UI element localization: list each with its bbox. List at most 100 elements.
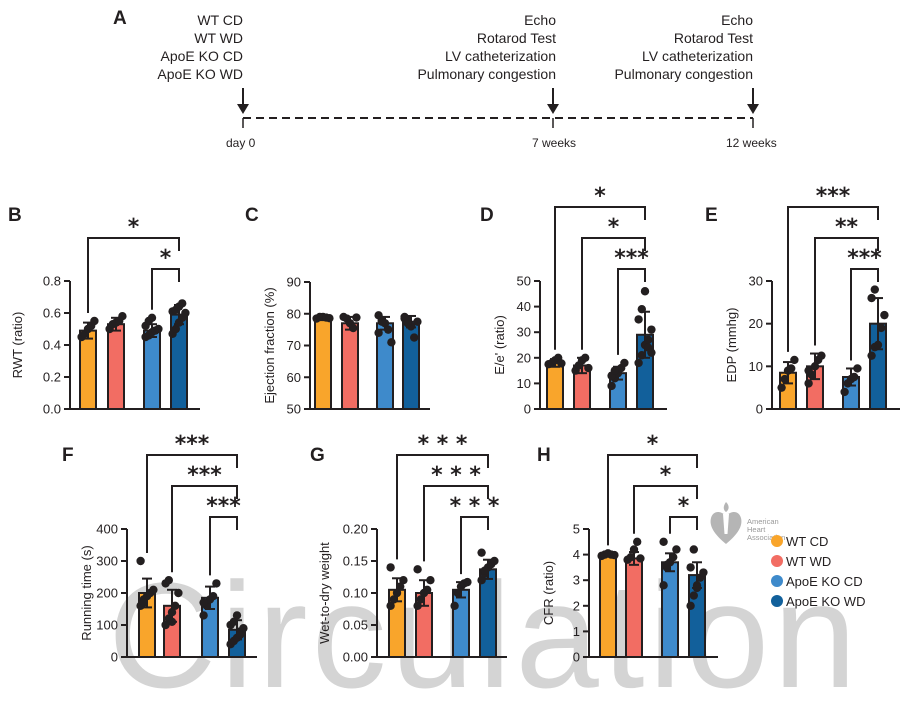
data-point: [453, 588, 462, 598]
panel-label-h: H: [537, 445, 551, 466]
data-point: [154, 324, 163, 334]
test-label: Echo: [524, 12, 556, 28]
data-point: [686, 601, 695, 610]
timepoint-7w: 7 weeks: [532, 136, 577, 150]
bar-1: [341, 322, 359, 410]
data-point: [647, 325, 656, 334]
data-point: [181, 308, 190, 318]
data-point: [840, 387, 849, 397]
significance-bracket: [146, 454, 238, 553]
data-point: [626, 552, 635, 562]
data-point: [147, 313, 157, 322]
data-point: [610, 366, 619, 375]
data-point: [387, 338, 396, 347]
data-point: [239, 624, 248, 633]
data-point: [477, 548, 486, 557]
data-point: [870, 285, 879, 294]
y-axis-label: CFR (ratio): [541, 561, 556, 625]
y-tick-label: 200: [96, 586, 118, 601]
data-point: [392, 588, 402, 598]
data-point: [659, 581, 668, 590]
y-tick-label: 80: [287, 306, 301, 321]
y-tick-label: 0: [573, 650, 580, 665]
data-point: [810, 362, 820, 371]
y-axis-label: EDP (mmhg): [724, 308, 739, 383]
data-point: [607, 381, 616, 391]
heart-torch-icon: [710, 502, 742, 544]
chart-panel-c: 50 60 70 80 90 Ejection fraction (%): [262, 275, 430, 417]
bar-0: [314, 317, 332, 411]
group-label: ApoE KO CD: [160, 48, 243, 64]
data-point: [647, 348, 656, 357]
data-point: [644, 335, 653, 345]
legend-label: ApoE KO WD: [786, 593, 866, 609]
y-tick-label: 0.10: [343, 586, 368, 601]
legend-item-apoe-cd: ApoE KO CD: [771, 571, 865, 591]
y-tick-label: 10: [517, 376, 531, 391]
y-tick-label: 0.15: [343, 554, 368, 569]
data-point: [374, 328, 383, 337]
y-tick-label: 0.05: [343, 618, 368, 633]
y-tick-label: 0.4: [43, 338, 61, 353]
bar-1: [107, 323, 125, 411]
data-point: [423, 585, 432, 594]
data-point: [629, 545, 639, 554]
data-point: [403, 319, 412, 328]
data-point: [692, 583, 702, 593]
y-tick-label: 30: [517, 325, 531, 340]
panel-label-g: G: [310, 445, 325, 466]
data-point: [229, 617, 238, 626]
timeline-tests-12w: Echo Rotarod Test LV catheterization Pul…: [614, 11, 753, 83]
data-point: [161, 620, 170, 630]
test-label: Echo: [721, 12, 753, 28]
data-point: [636, 554, 645, 563]
group-label: WT WD: [194, 30, 243, 46]
significance-bracket: [633, 485, 698, 534]
data-point: [634, 315, 643, 324]
significance-bracket: [87, 237, 180, 313]
y-tick-label: 70: [287, 338, 301, 353]
significance-bracket: [171, 485, 238, 573]
data-point: [480, 566, 489, 575]
significance-label: * * *: [450, 494, 500, 519]
y-tick-label: 0.2: [43, 370, 61, 385]
data-point: [659, 537, 668, 546]
data-point: [610, 550, 619, 560]
data-point: [686, 563, 695, 572]
data-point: [450, 601, 459, 610]
panel-label-a: A: [113, 8, 127, 29]
data-point: [199, 611, 208, 620]
significance-label: *: [647, 432, 659, 457]
bar-0: [599, 553, 617, 658]
legend-label: ApoE KO CD: [786, 573, 863, 589]
legend-item-apoe-wd: ApoE KO WD: [771, 591, 865, 611]
group-label: ApoE KO WD: [157, 66, 243, 82]
timepoint-12w: 12 weeks: [726, 136, 777, 150]
test-label: Rotarod Test: [673, 30, 753, 46]
y-tick-label: 50: [287, 402, 301, 417]
bar-2: [661, 561, 679, 659]
significance-bracket: [396, 454, 489, 560]
data-point: [689, 591, 698, 600]
data-point: [136, 556, 145, 566]
data-point: [149, 585, 158, 594]
significance-bracket: [151, 268, 180, 310]
data-point: [490, 556, 499, 566]
significance-bracket: [850, 268, 879, 361]
data-point: [777, 383, 786, 392]
data-point: [413, 565, 422, 574]
bar-2: [143, 329, 161, 411]
data-point: [877, 323, 886, 333]
data-point: [637, 351, 646, 360]
data-point: [389, 595, 398, 604]
legend-swatch: [771, 595, 783, 607]
data-point: [232, 611, 242, 620]
data-point: [396, 582, 405, 591]
bar-0: [546, 361, 564, 411]
y-tick-label: 0.8: [43, 274, 61, 289]
data-point: [349, 323, 358, 333]
data-point: [633, 537, 642, 546]
